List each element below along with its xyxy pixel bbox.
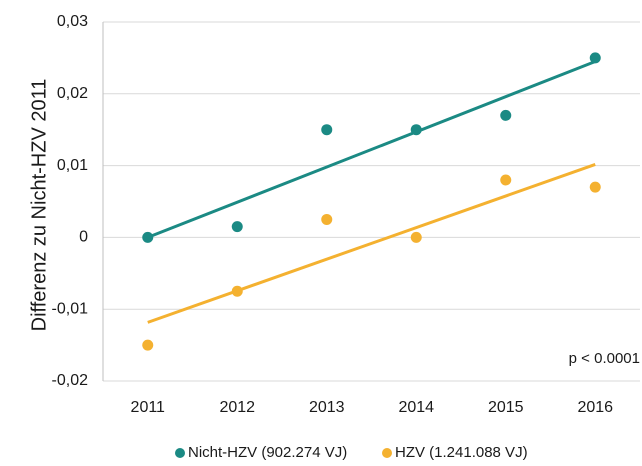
legend-marker	[175, 448, 185, 458]
data-point	[142, 339, 154, 351]
trend-line	[147, 162, 596, 324]
x-tick-label: 2013	[309, 399, 345, 416]
x-tick-label: 2011	[131, 399, 166, 416]
data-point	[500, 109, 512, 121]
legend-label: HZV (1.241.088 VJ)	[395, 444, 528, 461]
trend-line	[147, 60, 596, 239]
y-tick-label: 0,02	[57, 85, 88, 102]
x-tick-label: 2014	[398, 399, 434, 416]
y-tick-label: -0,02	[52, 372, 89, 389]
data-point	[589, 181, 601, 193]
y-tick-label: -0,01	[52, 300, 89, 317]
x-tick-label: 2012	[219, 399, 255, 416]
data-point	[589, 52, 601, 64]
data-point	[231, 285, 243, 297]
y-axis-label: Differenz zu Nicht-HZV 2011	[28, 79, 50, 332]
legend-label: Nicht-HZV (902.274 VJ)	[188, 444, 347, 461]
y-tick-label: 0,03	[57, 13, 88, 30]
data-point	[321, 213, 333, 225]
data-point	[231, 221, 243, 233]
y-tick-label: 0	[79, 229, 88, 246]
data-point	[410, 124, 422, 136]
x-tick-label: 2015	[488, 399, 524, 416]
data-point	[410, 231, 422, 243]
y-tick-label: 0,01	[57, 157, 88, 174]
x-tick-label: 2016	[577, 399, 613, 416]
data-point	[142, 231, 154, 243]
data-point	[321, 124, 333, 136]
data-point	[500, 174, 512, 186]
legend-marker	[382, 448, 392, 458]
annotation: p < 0.0001	[569, 350, 640, 367]
